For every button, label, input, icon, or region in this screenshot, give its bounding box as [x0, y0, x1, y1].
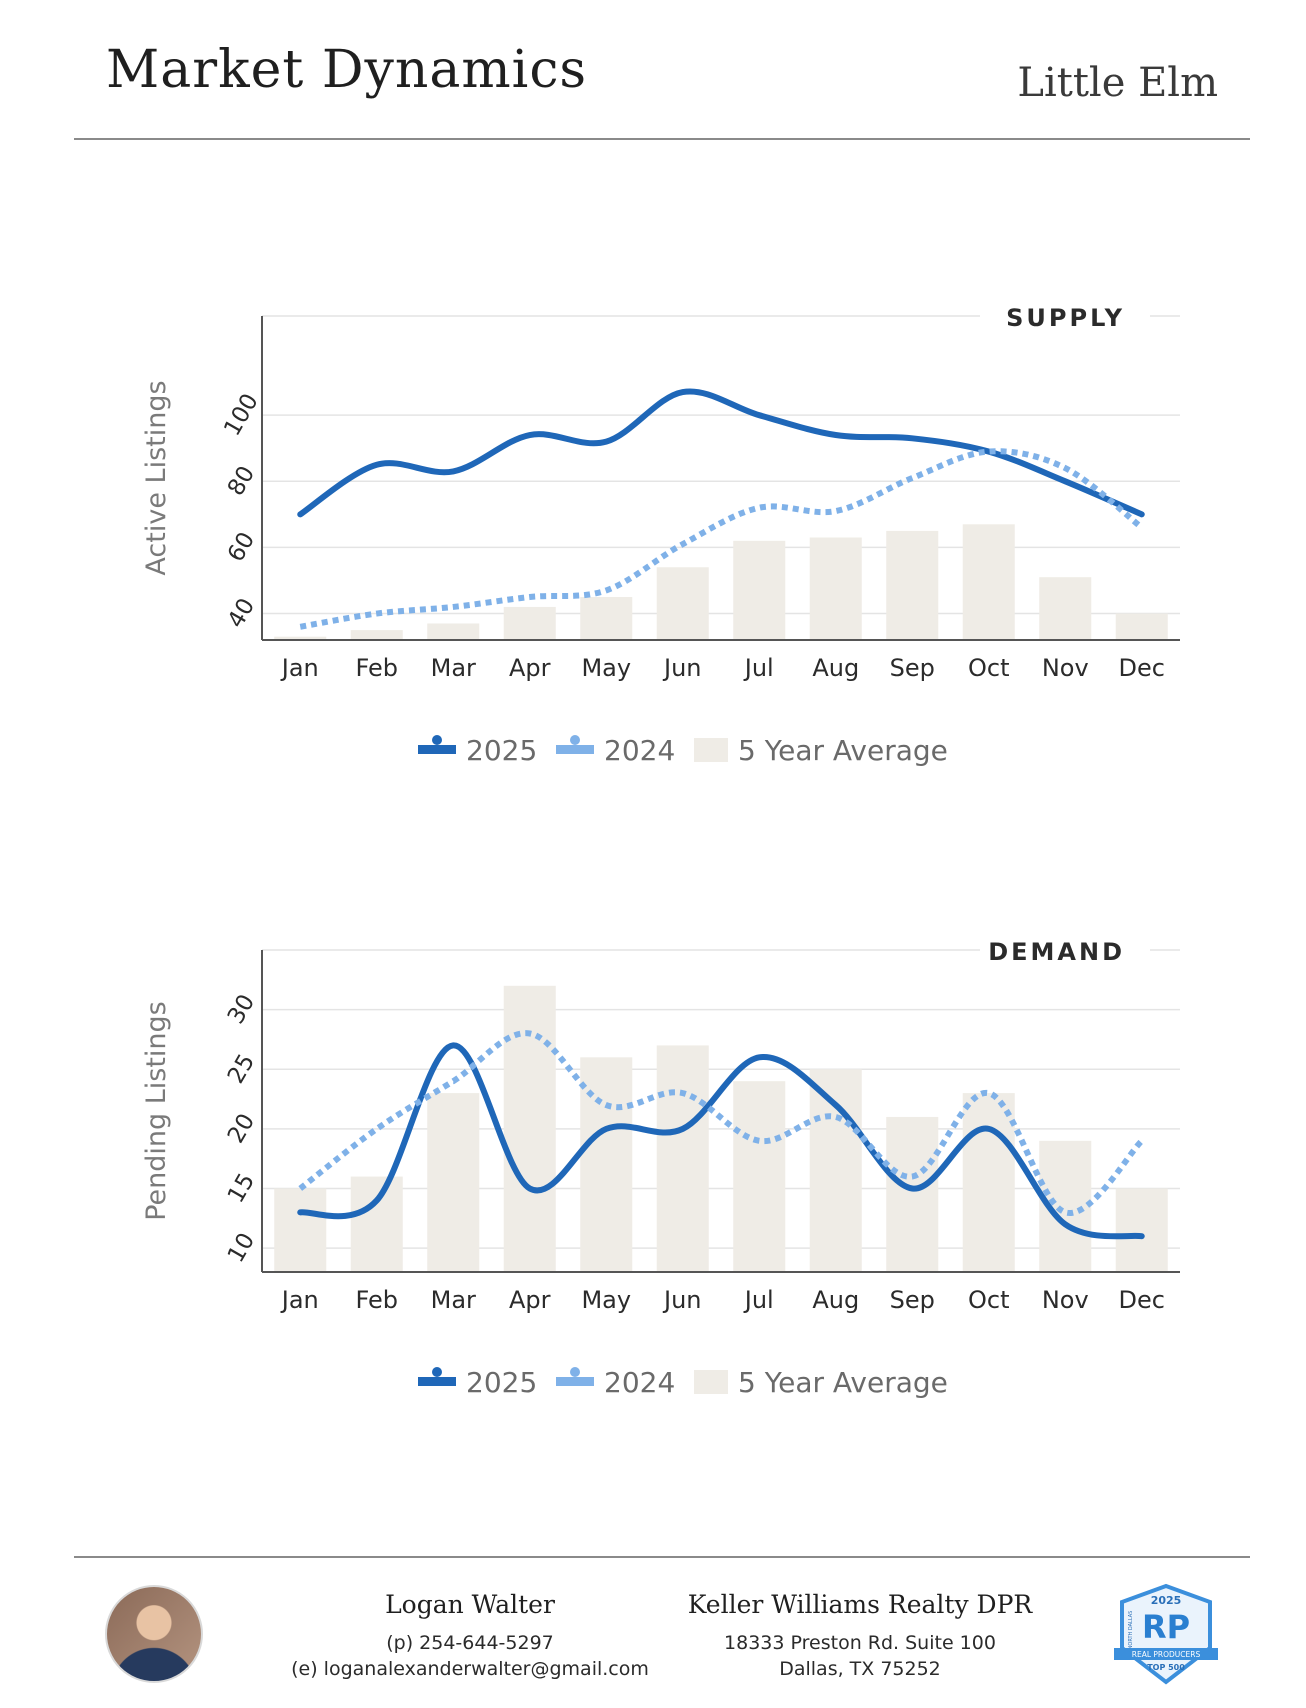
supply-bar-jul [733, 540, 786, 640]
supply-xtick-aug: Aug [812, 654, 859, 682]
agent-name: Logan Walter [385, 1590, 555, 1619]
demand-xtick-feb: Feb [356, 1286, 399, 1314]
supply-section-label: SUPPLY [1006, 304, 1125, 332]
demand-line-2024 [298, 1030, 1144, 1216]
demand-legend-2024-label: 2024 [604, 1366, 675, 1399]
supply-legend-average-swatch [694, 738, 728, 762]
demand-bar-jul [733, 1081, 786, 1272]
demand-section-label: DEMAND [988, 938, 1125, 966]
demand-xtick-apr: Apr [509, 1286, 551, 1314]
demand-legend-2024-swatch [556, 1377, 594, 1386]
agent-avatar [105, 1585, 203, 1683]
demand-bar-sep [886, 1116, 939, 1272]
supply-legend-2024-marker [570, 735, 580, 745]
supply-bar-jun [656, 567, 709, 640]
agent-phone[interactable]: (p) 254-644-5297 [386, 1632, 554, 1654]
demand-xtick-aug: Aug [812, 1286, 859, 1314]
supply-bar-aug [809, 537, 862, 640]
supply-xtick-sep: Sep [890, 654, 935, 682]
demand-bar-apr [503, 985, 556, 1272]
demand-bar-oct [962, 1093, 1015, 1272]
demand-ylabel: Pending Listings [141, 1001, 172, 1221]
supply-line-2025 [297, 388, 1145, 518]
demand-bar-dec [1115, 1188, 1168, 1272]
supply-xtick-mar: Mar [431, 654, 476, 682]
supply-ylabel: Active Listings [141, 380, 172, 575]
demand-ytick-label: 20 [223, 1109, 260, 1147]
badge-line1: REAL PRODUCERS [1132, 1650, 1201, 1659]
supply-xtick-oct: Oct [968, 654, 1010, 682]
demand-label-bg [980, 934, 1150, 966]
demand-legend-average-label: 5 Year Average [738, 1366, 948, 1399]
demand-bar-may [580, 1057, 633, 1272]
demand-legend-2025-marker [432, 1367, 442, 1377]
demand-xtick-jul: Jul [743, 1286, 774, 1314]
demand-legend-2025-label: 2025 [466, 1366, 537, 1399]
demand-bar-feb [350, 1176, 403, 1272]
supply-legend-average-label: 5 Year Average [738, 734, 948, 767]
demand-ytick-label: 30 [223, 990, 260, 1028]
supply-bar-mar [427, 623, 480, 640]
supply-xtick-feb: Feb [356, 654, 399, 682]
supply-xtick-nov: Nov [1042, 654, 1089, 682]
supply-legend-2024-swatch [556, 745, 594, 754]
badge-year: 2025 [1151, 1594, 1182, 1607]
demand-xtick-sep: Sep [890, 1286, 935, 1314]
badge-line2: TOP 500 [1147, 1663, 1185, 1672]
company-address-line2: Dallas, TX 75252 [779, 1658, 941, 1680]
demand-ytick-label: 15 [223, 1169, 260, 1207]
demand-legend-2025-swatch [418, 1377, 456, 1386]
supply-legend-2025-swatch [418, 745, 456, 754]
supply-xtick-dec: Dec [1119, 654, 1165, 682]
demand-legend-2024-marker [570, 1367, 580, 1377]
supply-xtick-jan: Jan [280, 654, 319, 682]
company-name: Keller Williams Realty DPR [687, 1590, 1033, 1619]
page-title: Market Dynamics [106, 40, 588, 100]
demand-bar-jun [656, 1045, 709, 1272]
demand-legend-average-swatch [694, 1370, 728, 1394]
footer-rule [74, 1556, 1250, 1558]
supply-xtick-apr: Apr [509, 654, 551, 682]
agent-email[interactable]: (e) loganalexanderwalter@gmail.com [291, 1658, 649, 1680]
real-producers-badge-icon: 2025 RP NORTH DALLAS REAL PRODUCERS TOP … [1114, 1583, 1218, 1685]
supply-line-2024 [299, 448, 1144, 630]
company-address-line1: 18333 Preston Rd. Suite 100 [724, 1632, 996, 1654]
supply-legend-2024-label: 2024 [604, 734, 675, 767]
supply-bar-dec [1115, 613, 1168, 640]
supply-bar-jan [274, 636, 327, 640]
demand-xtick-may: May [581, 1286, 631, 1314]
supply-legend-2025-label: 2025 [466, 734, 537, 767]
demand-xtick-nov: Nov [1042, 1286, 1089, 1314]
supply-bar-feb [350, 630, 403, 640]
demand-xtick-jan: Jan [280, 1286, 319, 1314]
supply-xtick-may: May [581, 654, 631, 682]
supply-xtick-jul: Jul [743, 654, 774, 682]
demand-xtick-dec: Dec [1119, 1286, 1165, 1314]
badge-side: NORTH DALLAS [1128, 1611, 1134, 1650]
supply-bar-oct [962, 524, 1015, 640]
supply-bar-sep [886, 530, 939, 640]
demand-ytick-label: 10 [223, 1229, 260, 1267]
supply-bar-apr [503, 606, 556, 640]
demand-line-2025 [297, 1042, 1145, 1240]
supply-bar-may [580, 597, 633, 640]
supply-xtick-jun: Jun [662, 654, 702, 682]
badge-mark: RP [1142, 1608, 1190, 1646]
demand-ytick-label: 25 [223, 1050, 260, 1088]
supply-label-bg [980, 300, 1150, 332]
supply-bar-nov [1039, 577, 1092, 640]
demand-xtick-oct: Oct [968, 1286, 1010, 1314]
demand-xtick-jun: Jun [662, 1286, 702, 1314]
demand-bar-aug [809, 1069, 862, 1272]
city-name: Little Elm [1017, 60, 1218, 106]
supply-legend-2025-marker [432, 735, 442, 745]
header-rule [74, 138, 1250, 140]
demand-bar-jan [274, 1188, 327, 1272]
demand-bar-mar [427, 1093, 480, 1272]
demand-xtick-mar: Mar [431, 1286, 476, 1314]
